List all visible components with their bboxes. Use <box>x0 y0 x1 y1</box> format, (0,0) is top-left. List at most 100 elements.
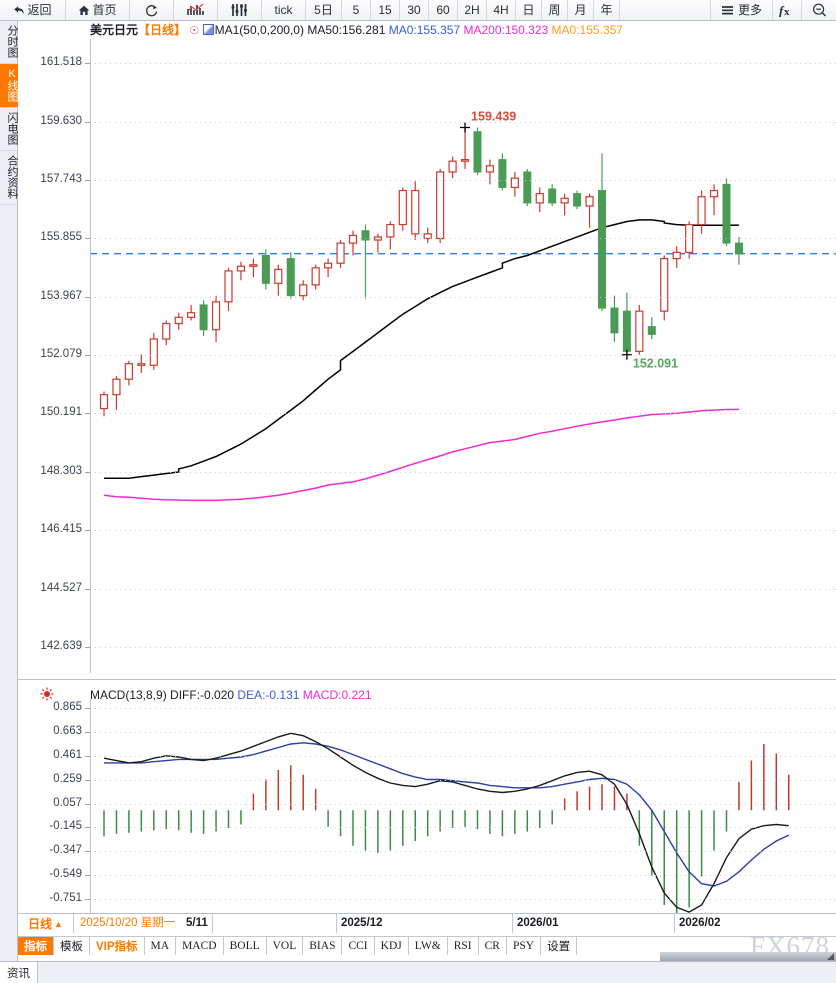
price-gridline <box>90 589 836 590</box>
macd-axis-tick <box>85 899 90 900</box>
ma-line-ma50 <box>104 219 739 479</box>
candlestick <box>361 224 370 299</box>
status-tab-news[interactable]: 资讯 <box>0 962 38 983</box>
price-axis-tick <box>85 530 90 531</box>
macd-axis-tick <box>85 827 90 828</box>
indicator-tab-label: 模板 <box>60 941 83 953</box>
indicator-tab-cr[interactable]: CR <box>479 937 507 955</box>
ma-settings-icon[interactable] <box>202 24 214 35</box>
indicator-tab-label: 设置 <box>547 941 571 953</box>
low-marker: 152.091 <box>621 349 678 371</box>
period-2h-button[interactable]: 2H <box>458 0 487 20</box>
indicator-tab-vol[interactable]: VOL <box>267 937 304 955</box>
candlestick <box>498 153 507 191</box>
period-4h-label: 4H <box>493 3 509 17</box>
period-30-label: 30 <box>407 3 421 17</box>
period-2h-label: 2H <box>464 3 480 17</box>
price-axis-label: 148.303 <box>40 464 82 477</box>
macd-axis-label: 0.057 <box>53 796 82 809</box>
candlestick <box>99 391 109 417</box>
chart-type-button[interactable] <box>174 0 218 20</box>
sidebar-item-lightning[interactable]: 闪电图 <box>0 108 18 151</box>
price-axis-line <box>90 39 91 673</box>
macd-axis-label: -0.145 <box>49 820 82 833</box>
scrollbar-resize-grip[interactable] <box>660 952 836 962</box>
zoom-out-button[interactable] <box>802 0 836 20</box>
refresh-button[interactable] <box>130 0 174 20</box>
indicator-tab-kdj[interactable]: KDJ <box>375 937 409 955</box>
sidebar-item-kline-label: K线图 <box>6 68 18 102</box>
x-axis-period-tab[interactable]: 日线 ▲ <box>18 914 74 933</box>
period-year-button[interactable]: 年 <box>594 0 620 20</box>
indicator-tab-[interactable]: 设置 <box>541 937 578 955</box>
hamburger-icon <box>721 5 734 16</box>
x-axis-tick-label: 2026/01 <box>512 914 559 933</box>
indicator-tab-vip[interactable]: VIP指标 <box>90 937 145 955</box>
period-5d-button[interactable]: 5日 <box>306 0 342 20</box>
period-4h-button[interactable]: 4H <box>487 0 516 20</box>
period-5-button[interactable]: 5 <box>342 0 371 20</box>
candlestick <box>448 156 457 179</box>
macd-axis-label: -0.751 <box>49 892 82 905</box>
panel-separator <box>18 679 836 680</box>
indicator-tab-[interactable]: 模板 <box>54 937 90 955</box>
fx-icon: f x <box>779 4 795 17</box>
back-button-label: 返回 <box>27 3 52 17</box>
candlestick <box>336 240 345 268</box>
indicator-tab-psy[interactable]: PSY <box>507 937 542 955</box>
macd-axis-tick <box>85 780 90 781</box>
indicator-tab-lw[interactable]: LW& <box>409 937 448 955</box>
period-60-button[interactable]: 60 <box>429 0 458 20</box>
candlestick <box>324 258 333 278</box>
candlestick <box>460 127 470 169</box>
indicator-tab-rsi[interactable]: RSI <box>448 937 479 955</box>
price-axis-tick <box>85 589 90 590</box>
indicator-tab-label: BOLL <box>229 940 260 952</box>
period-month-button[interactable]: 月 <box>568 0 594 20</box>
sidebar-item-contract-info[interactable]: 合约资料 <box>0 151 18 205</box>
sidebar-item-contract-info-label: 合约资料 <box>6 155 18 199</box>
period-week-button[interactable]: 周 <box>542 0 568 20</box>
macd-axis-label: -0.347 <box>49 844 82 857</box>
price-axis-label: 144.527 <box>40 581 82 594</box>
tick-button[interactable]: tick <box>262 0 306 20</box>
candlestick <box>112 376 121 411</box>
candlestick <box>672 246 681 268</box>
period-15-label: 15 <box>378 3 392 17</box>
period-30-button[interactable]: 30 <box>400 0 429 20</box>
macd-axis-label: 0.663 <box>53 724 82 737</box>
indicator-tab-bias[interactable]: BIAS <box>303 937 343 955</box>
indicator-tab-[interactable]: 指标 <box>18 937 54 955</box>
crosshair-target-icon[interactable]: ☉ <box>189 25 200 37</box>
period-day-button[interactable]: 日 <box>516 0 542 20</box>
indicator-button[interactable] <box>218 0 262 20</box>
home-button[interactable]: 首页 <box>66 0 130 20</box>
period-15-button[interactable]: 15 <box>371 0 400 20</box>
macd-axis-tick <box>85 708 90 709</box>
back-button[interactable]: 返回 <box>0 0 66 20</box>
sidebar-item-timeline[interactable]: 分时图 <box>0 21 18 64</box>
more-button[interactable]: 更多 <box>711 0 773 20</box>
sidebar-item-timeline-label: 分时图 <box>6 25 18 58</box>
indicator-tab-boll[interactable]: BOLL <box>224 937 267 955</box>
indicator-tab-label: LW& <box>414 940 441 952</box>
indicator-tab-macd[interactable]: MACD <box>176 937 224 955</box>
macd-settings-icon[interactable] <box>40 687 54 701</box>
sidebar-item-kline[interactable]: K线图 <box>0 64 18 108</box>
macd-gridline <box>90 851 836 852</box>
candlestick <box>610 295 619 343</box>
macd-chart-header: MACD(13,8,9) DIFF:-0.020 DEA:-0.131 MACD… <box>90 688 372 702</box>
indicator-tab-ma[interactable]: MA <box>145 937 177 955</box>
macd-plot[interactable] <box>90 699 836 931</box>
indicator-tab-cci[interactable]: CCI <box>342 937 375 955</box>
candlestick <box>124 360 134 386</box>
macd-histogram-svg <box>103 732 790 929</box>
function-button[interactable]: f x <box>773 0 802 20</box>
candlestick <box>635 304 644 355</box>
price-plot[interactable]: 159.439 152.091 <box>90 39 836 673</box>
candlestick <box>473 127 482 176</box>
toolbar-spacer <box>620 0 711 20</box>
macd-gridline <box>90 804 836 805</box>
candlestick <box>386 221 395 250</box>
